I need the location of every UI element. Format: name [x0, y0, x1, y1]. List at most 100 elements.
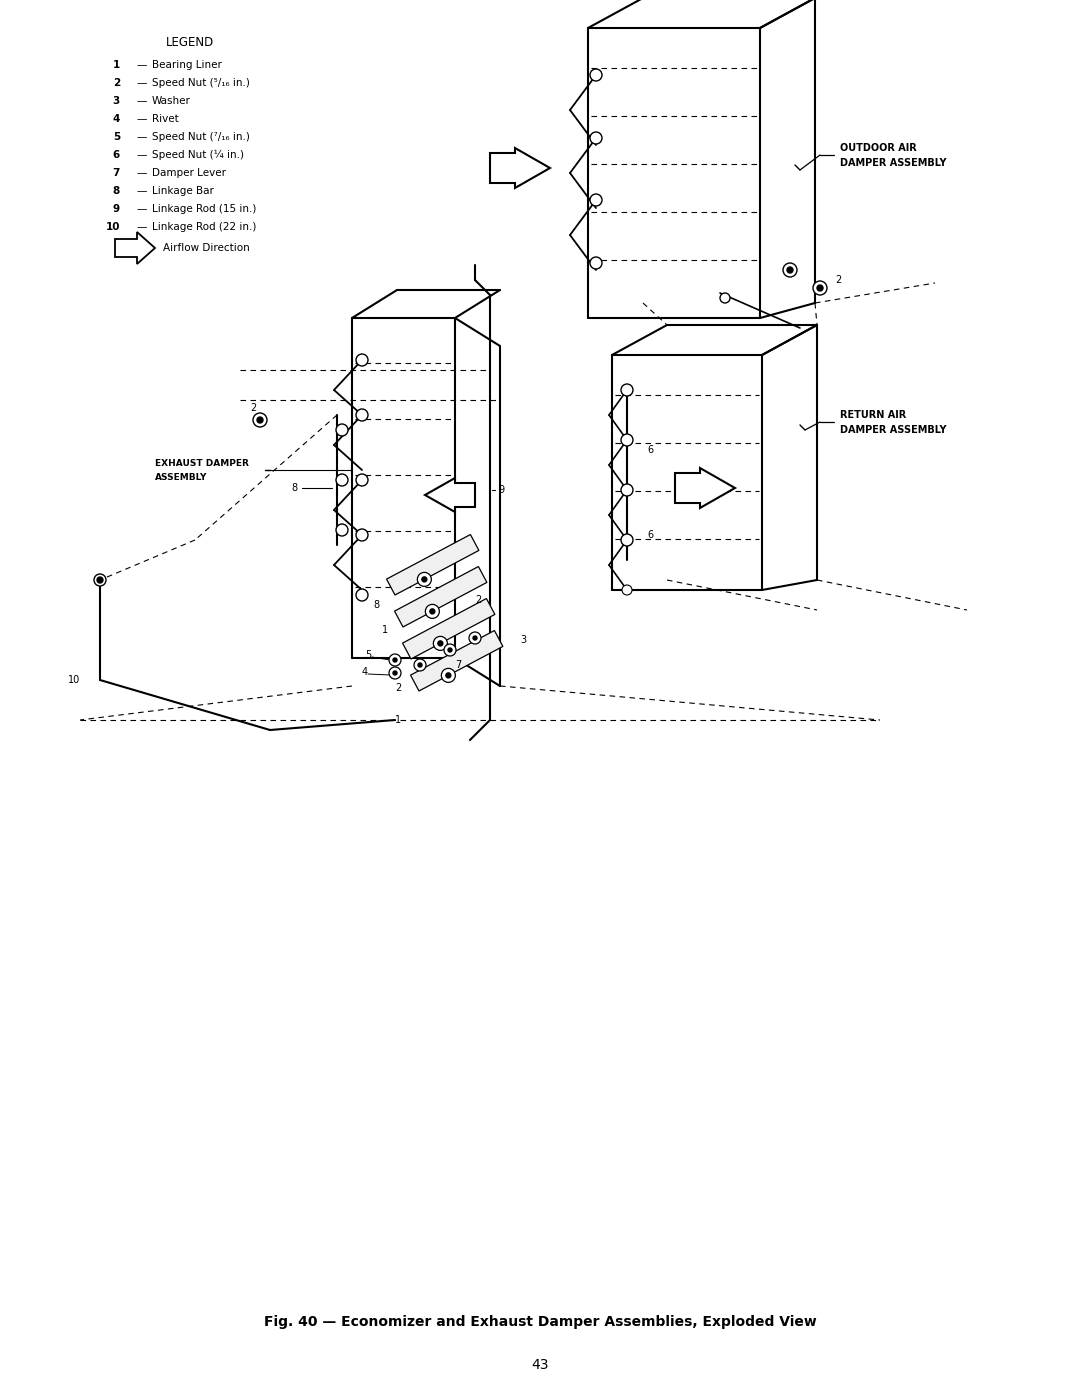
Text: 3: 3: [112, 96, 120, 106]
Text: 1: 1: [112, 60, 120, 70]
Text: 5: 5: [365, 650, 372, 659]
Circle shape: [426, 605, 440, 619]
Text: Speed Nut (⁷/₁₆ in.): Speed Nut (⁷/₁₆ in.): [152, 131, 249, 142]
Circle shape: [356, 529, 368, 541]
Text: 8: 8: [291, 483, 297, 493]
Text: Washer: Washer: [152, 96, 191, 106]
Text: Airflow Direction: Airflow Direction: [163, 243, 249, 253]
Circle shape: [418, 664, 422, 666]
Circle shape: [336, 524, 348, 536]
Circle shape: [389, 666, 401, 679]
Circle shape: [356, 409, 368, 420]
Circle shape: [813, 281, 827, 295]
Circle shape: [621, 534, 633, 546]
Circle shape: [590, 194, 602, 205]
Text: 2: 2: [395, 683, 402, 693]
Text: —: —: [137, 115, 147, 124]
Circle shape: [444, 644, 456, 657]
Circle shape: [336, 425, 348, 436]
Circle shape: [446, 673, 450, 678]
Circle shape: [437, 641, 443, 645]
Text: 8: 8: [374, 599, 380, 610]
Circle shape: [473, 636, 477, 640]
Polygon shape: [675, 468, 735, 509]
Text: 6: 6: [112, 149, 120, 161]
Text: 10: 10: [68, 675, 80, 685]
Polygon shape: [403, 598, 495, 659]
Circle shape: [97, 577, 103, 583]
Text: —: —: [137, 149, 147, 161]
Text: —: —: [137, 186, 147, 196]
Text: RETURN AIR: RETURN AIR: [840, 409, 906, 420]
Circle shape: [816, 285, 823, 291]
Text: 10: 10: [106, 222, 120, 232]
Text: 2: 2: [835, 275, 841, 285]
Circle shape: [389, 654, 401, 666]
Circle shape: [621, 434, 633, 446]
Circle shape: [622, 485, 632, 495]
Circle shape: [253, 414, 267, 427]
Circle shape: [621, 384, 633, 395]
Text: 8: 8: [112, 186, 120, 196]
Text: 1: 1: [382, 624, 388, 636]
Circle shape: [417, 573, 431, 587]
Text: 9: 9: [498, 485, 504, 495]
Circle shape: [430, 609, 435, 613]
Circle shape: [94, 574, 106, 585]
Text: Speed Nut (¼ in.): Speed Nut (¼ in.): [152, 149, 244, 161]
Circle shape: [622, 434, 632, 446]
Polygon shape: [387, 535, 478, 595]
Circle shape: [257, 416, 264, 423]
Circle shape: [336, 474, 348, 486]
Text: Linkage Bar: Linkage Bar: [152, 186, 214, 196]
Circle shape: [356, 590, 368, 601]
Circle shape: [448, 648, 453, 652]
Text: 7: 7: [112, 168, 120, 177]
Text: 4: 4: [362, 666, 368, 678]
Polygon shape: [394, 567, 487, 627]
Text: 6: 6: [647, 446, 653, 455]
Text: 9: 9: [113, 204, 120, 214]
Text: 2: 2: [249, 402, 256, 414]
Text: 1: 1: [395, 715, 401, 725]
Circle shape: [590, 257, 602, 270]
Circle shape: [422, 577, 427, 583]
Text: EXHAUST DAMPER: EXHAUST DAMPER: [156, 458, 248, 468]
Text: —: —: [137, 222, 147, 232]
Text: 5: 5: [112, 131, 120, 142]
Text: ASSEMBLY: ASSEMBLY: [156, 474, 207, 482]
Text: Rivet: Rivet: [152, 115, 179, 124]
Text: —: —: [137, 131, 147, 142]
Circle shape: [590, 68, 602, 81]
Polygon shape: [490, 148, 550, 189]
Circle shape: [590, 131, 602, 144]
Circle shape: [414, 659, 426, 671]
Text: Bearing Liner: Bearing Liner: [152, 60, 221, 70]
Circle shape: [622, 535, 632, 545]
Text: 43: 43: [531, 1358, 549, 1372]
Text: 4: 4: [112, 115, 120, 124]
Text: 2: 2: [475, 595, 482, 605]
Text: 7: 7: [455, 659, 461, 671]
Circle shape: [393, 671, 397, 675]
Text: —: —: [137, 96, 147, 106]
Circle shape: [621, 483, 633, 496]
Text: Linkage Rod (15 in.): Linkage Rod (15 in.): [152, 204, 256, 214]
Polygon shape: [114, 232, 156, 264]
Text: Damper Lever: Damper Lever: [152, 168, 226, 177]
Circle shape: [469, 631, 481, 644]
Circle shape: [783, 263, 797, 277]
Text: —: —: [137, 78, 147, 88]
Circle shape: [433, 637, 447, 651]
Circle shape: [720, 293, 730, 303]
Text: —: —: [137, 204, 147, 214]
Circle shape: [356, 474, 368, 486]
Text: Fig. 40 — Economizer and Exhaust Damper Assemblies, Exploded View: Fig. 40 — Economizer and Exhaust Damper …: [264, 1315, 816, 1329]
Text: —: —: [137, 168, 147, 177]
Circle shape: [442, 668, 456, 682]
Circle shape: [787, 267, 793, 272]
Circle shape: [356, 353, 368, 366]
Text: 2: 2: [112, 78, 120, 88]
Circle shape: [622, 585, 632, 595]
Text: DAMPER ASSEMBLY: DAMPER ASSEMBLY: [840, 158, 946, 168]
